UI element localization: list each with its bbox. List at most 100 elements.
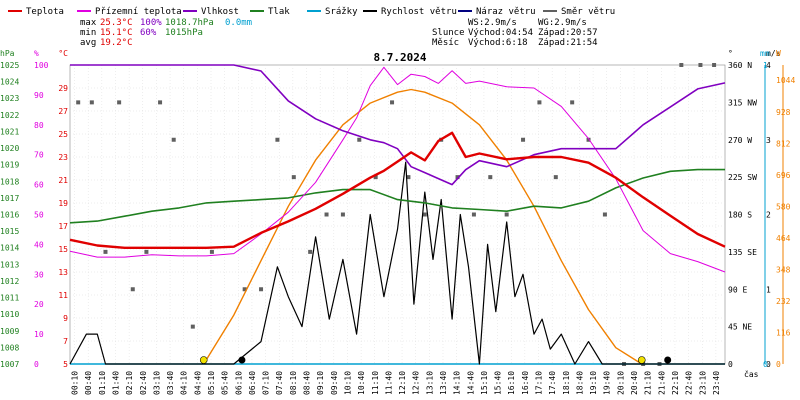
x-tick-label: 20:10 xyxy=(616,371,625,395)
wind-direction-point xyxy=(209,249,214,254)
direction-tick-label: 360 N xyxy=(728,61,752,70)
pressure-tick-label: 1018 xyxy=(0,177,19,186)
sunrise: Východ:04:54 xyxy=(468,28,533,38)
x-tick-label: 04:10 xyxy=(180,371,189,395)
pressure-unit: hPa xyxy=(0,49,15,58)
wind-direction-point xyxy=(308,249,313,254)
x-tick-label: 05:40 xyxy=(221,371,230,395)
humidity-tick-label: 50 xyxy=(34,211,44,220)
legend-label: Směr větru xyxy=(561,7,615,17)
x-tick-label: 12:10 xyxy=(398,371,407,395)
wind-tick-label: 1 xyxy=(766,285,771,294)
wind-direction-point xyxy=(275,137,280,142)
wind-direction-point xyxy=(698,63,703,67)
legend: Teplota Přízemní teplota Vlhkost Tlak Srážky… xyxy=(8,7,615,17)
x-tick-label: 12:40 xyxy=(412,371,421,395)
wind-direction-point xyxy=(504,212,509,217)
pressure-line xyxy=(69,168,725,224)
x-tick-label: 13:10 xyxy=(425,371,434,395)
sun_power-unit: W xyxy=(776,49,781,58)
humidity-tick-label: 60 xyxy=(34,181,44,190)
moonset: Západ:21:54 xyxy=(538,38,598,48)
wind-speed-line xyxy=(69,161,725,365)
x-tick-label: 14:40 xyxy=(466,371,475,395)
temperature-tick-label: 25 xyxy=(58,130,68,139)
x-tick-label: 16:10 xyxy=(507,371,516,395)
wind-direction-point xyxy=(76,100,81,105)
wind-unit: m/s xyxy=(766,49,781,58)
pressure-tick-label: 1011 xyxy=(0,294,19,303)
direction-tick-label: 225 SW xyxy=(728,173,757,182)
axes: 00:10 00:40 01:10 01:40 02:10 02:40 03:10 03:40… xyxy=(0,49,795,395)
x-tick-label: 11:40 xyxy=(384,371,393,395)
temperature-unit: °C xyxy=(58,49,68,58)
stat-min-temp: 15.1°C xyxy=(100,28,133,38)
plot-area xyxy=(69,63,726,366)
wind-direction-point xyxy=(171,137,176,142)
wind-direction-point xyxy=(553,175,558,180)
humidity-tick-label: 90 xyxy=(34,91,44,100)
temperature-tick-label: 29 xyxy=(58,84,68,93)
wind-direction-point xyxy=(89,100,94,105)
wind-direction-point xyxy=(602,212,607,217)
legend-label: Náraz větru xyxy=(476,7,536,17)
moonrise: Východ:6:18 xyxy=(468,38,528,48)
wind-direction-point xyxy=(422,212,427,217)
x-tick-label: 17:10 xyxy=(535,371,544,395)
stat-max-press: 1018.7hPa xyxy=(165,18,214,28)
pressure-tick-label: 1016 xyxy=(0,211,19,220)
wind-direction-point xyxy=(190,324,195,329)
pressure-tick-label: 1009 xyxy=(0,327,19,336)
wind-direction-point xyxy=(488,175,493,180)
x-tick-label: 19:40 xyxy=(603,371,612,395)
x-tick-label: 08:10 xyxy=(289,371,298,395)
direction-unit: ° xyxy=(728,49,733,58)
x-tick-label: 21:40 xyxy=(657,371,666,395)
sun_power-tick-label: 0 xyxy=(776,360,781,369)
x-tick-label: 18:10 xyxy=(562,371,571,395)
legend-label: Tlak xyxy=(268,7,290,17)
x-tick-label: 18:40 xyxy=(575,371,584,395)
pressure-tick-label: 1014 xyxy=(0,244,19,253)
direction-tick-label: 45 NE xyxy=(728,323,752,332)
stat-min-press: 1015hPa xyxy=(165,28,203,38)
x-tick-label: 10:40 xyxy=(357,371,366,395)
legend-label: Rychlost větru xyxy=(381,7,457,17)
pressure-tick-label: 1021 xyxy=(0,127,19,136)
x-tick-label: 19:10 xyxy=(589,371,598,395)
stat-max-rain: 0.0mm xyxy=(225,18,252,28)
stat-avg-label: avg xyxy=(80,38,96,48)
plot-frame xyxy=(69,64,726,365)
stat-min-hum: 60% xyxy=(140,28,157,38)
temperature-tick-label: 27 xyxy=(58,107,68,116)
temperature-tick-label: 15 xyxy=(58,245,68,254)
humidity-tick-label: 80 xyxy=(34,121,44,130)
x-tick-label: 00:40 xyxy=(84,371,93,395)
wind-direction-point xyxy=(455,175,460,180)
x-tick-label: 07:40 xyxy=(275,371,284,395)
wind-direction-point xyxy=(471,212,476,217)
sun-label: Slunce xyxy=(432,28,465,38)
x-tick-label: 10:10 xyxy=(343,371,352,395)
temperature-tick-label: 17 xyxy=(58,222,68,231)
pressure-tick-label: 1025 xyxy=(0,61,19,70)
pressure-tick-label: 1015 xyxy=(0,227,19,236)
x-tick-label: 07:10 xyxy=(262,371,271,395)
pressure-tick-label: 1017 xyxy=(0,194,19,203)
x-tick-label: 22:40 xyxy=(685,371,694,395)
x-tick-label: 21:10 xyxy=(644,371,653,395)
rain-unit: mm xyxy=(760,49,770,58)
direction-tick-label: 0 xyxy=(728,360,733,369)
temperature-line xyxy=(69,131,726,250)
wind-direction-point xyxy=(373,175,378,180)
wind-direction-point xyxy=(406,175,411,180)
temperature-tick-label: 7 xyxy=(63,337,68,346)
wind-gust-stat: WG:2.9m/s xyxy=(538,18,587,28)
stat-avg-temp: 19.2°C xyxy=(100,38,133,48)
legend-label: Srážky xyxy=(325,7,358,17)
x-tick-label: 08:40 xyxy=(303,371,312,395)
x-tick-label: 05:10 xyxy=(207,371,216,395)
x-tick-label: 02:10 xyxy=(125,371,134,395)
x-tick-label: 20:40 xyxy=(630,371,639,395)
moonset-marker xyxy=(664,356,672,364)
